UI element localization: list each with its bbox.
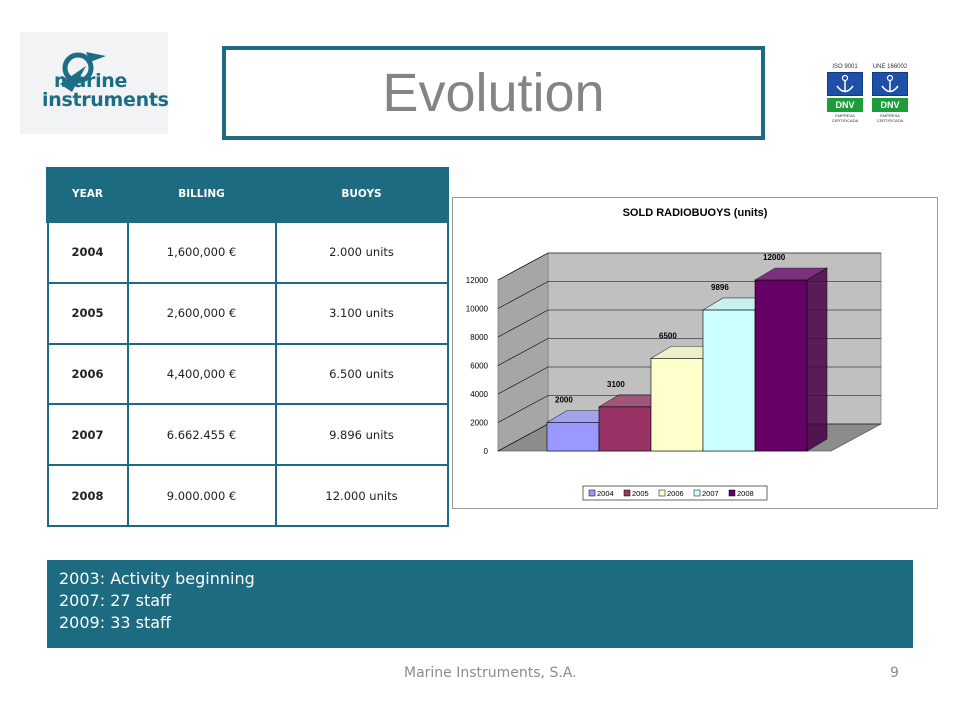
logo-mark-icon [60,52,106,92]
anchor-icon [827,72,863,96]
legend-swatch [623,489,631,497]
table-row: 2007 6.662.455 € 9.896 units [46,403,449,467]
bar-2005 [598,406,652,452]
cert-caption: EMPRESA CERTIFICADA [831,113,859,123]
header-billing: BILLING [126,167,277,222]
table-header-row: YEAR BILLING BUOYS [46,167,449,222]
legend-label: 2006 [667,489,684,498]
chart-gridline [497,252,881,281]
chart-title: SOLD RADIOBUOYS (units) [623,207,768,219]
company-logo: marine instruments [20,32,169,134]
evolution-table: YEAR BILLING BUOYS 2004 1,600,000 € 2.00… [46,167,449,527]
logo-text: marine instruments [42,72,169,110]
y-tick-label: 4000 [470,390,488,399]
bar-2006 [650,358,704,452]
info-line: 2007: 27 staff [59,591,172,610]
legend-swatch [728,489,736,497]
cert-standard: ISO 9001 [832,64,858,70]
page-title: Evolution [382,63,605,123]
header-year: YEAR [46,167,129,222]
table-row: 2008 9.000.000 € 12.000 units [46,464,449,527]
info-line: 2003: Activity beginning [59,569,255,588]
chart-legend [582,485,768,501]
legend-swatch [693,489,701,497]
title-box: Evolution [222,46,765,140]
header-buoys: BUOYS [274,167,449,222]
legend-label: 2007 [702,489,719,498]
table-row: 2004 1,600,000 € 2.000 units [46,221,449,284]
cell-buoys: 2.000 units [274,221,449,284]
bar-2004 [546,422,600,452]
cell-billing: 1,600,000 € [126,221,277,284]
cell-billing: 2,600,000 € [126,281,277,345]
cell-billing: 4,400,000 € [126,342,277,406]
cell-billing: 6.662.455 € [126,403,277,467]
cell-year: 2005 [46,281,129,345]
legend-label: 2004 [597,489,614,498]
legend-swatch [588,489,596,497]
cell-year: 2007 [46,403,129,467]
footer-text: Marine Instruments, S.A. [404,665,577,681]
y-tick-label: 0 [484,447,489,456]
cell-buoys: 9.896 units [274,403,449,467]
cell-billing: 9.000.000 € [126,464,277,527]
data-label: 12000 [763,253,786,262]
sold-radiobuoys-chart: SOLD RADIOBUOYS (units) 0 2000 4000 6000 8000… [466,207,882,501]
cell-buoys: 12.000 units [274,464,449,527]
y-tick-label: 2000 [470,419,488,428]
logo-line1: marine [54,70,128,92]
page-number: 9 [890,665,899,681]
data-label: 9896 [711,283,729,292]
cert-mark: DNV [872,98,908,112]
cert-caption: EMPRESA CERTIFICADA [876,113,904,123]
bar-2008 [754,279,808,452]
chart-frame: SOLD RADIOBUOYS (units) 0 2000 4000 6000 8000… [452,197,938,509]
cert-mark: DNV [827,98,863,112]
cert-badge-iso: ISO 9001 DNV EMPRESA CERTIFICADA [827,64,863,123]
y-tick-label: 12000 [466,276,489,285]
legend-swatch [658,489,666,497]
bar-2007 [702,309,756,452]
anchor-icon [872,72,908,96]
cell-year: 2006 [46,342,129,406]
data-label: 6500 [659,331,677,340]
bar-top [753,267,829,281]
legend-label: 2008 [737,489,754,498]
info-box: 2003: Activity beginning 2007: 27 staff … [47,560,913,648]
info-line: 2009: 33 staff [59,613,172,632]
cell-buoys: 6.500 units [274,342,449,406]
y-tick-label: 10000 [466,305,489,314]
cert-badge-une: UNE 166002 DNV EMPRESA CERTIFICADA [872,64,908,123]
table-row: 2005 2,600,000 € 3.100 units [46,281,449,345]
data-label: 3100 [607,380,625,389]
cert-standard: UNE 166002 [872,64,908,70]
logo-line2: instruments [42,89,169,111]
table-row: 2006 4,400,000 € 6.500 units [46,342,449,406]
y-tick-label: 8000 [470,333,488,342]
bar-side [806,267,828,452]
cell-buoys: 3.100 units [274,281,449,345]
cell-year: 2004 [46,221,129,284]
data-label: 2000 [555,396,573,405]
cell-year: 2008 [46,464,129,527]
y-tick-label: 6000 [470,362,488,371]
legend-label: 2005 [632,489,649,498]
